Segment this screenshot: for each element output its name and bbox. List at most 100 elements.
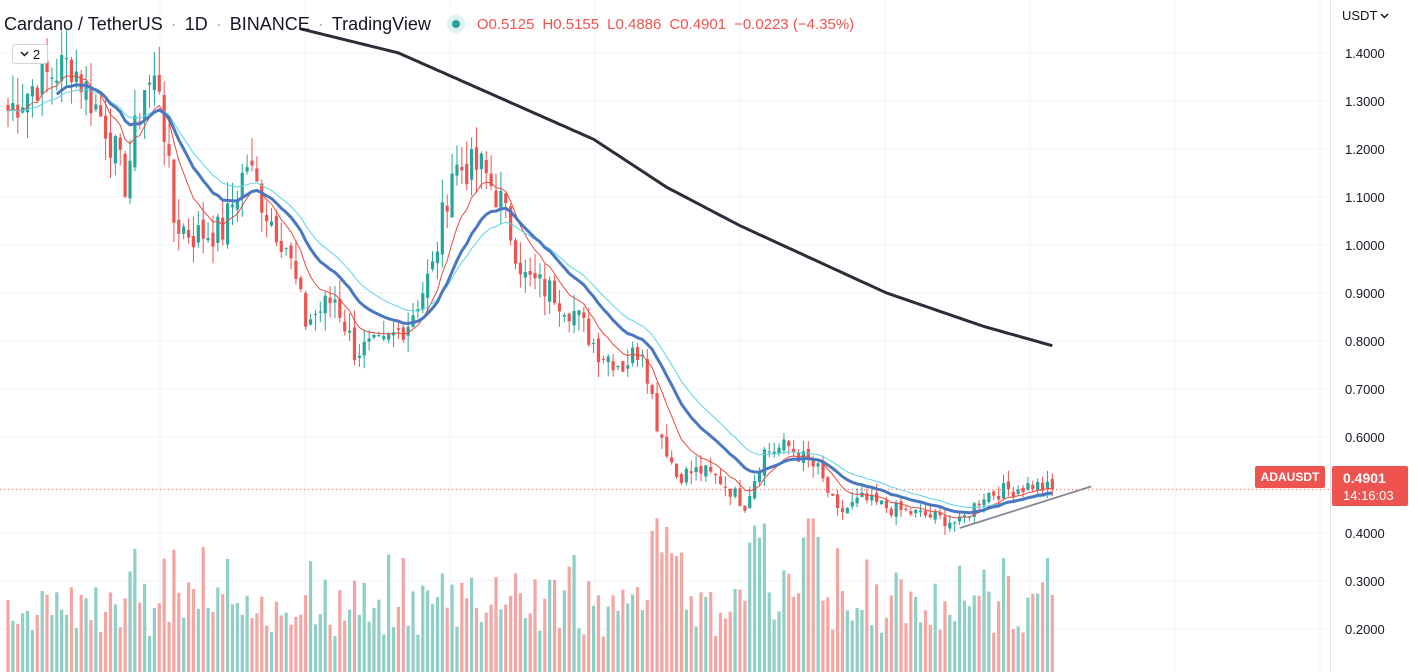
- candle-body: [69, 59, 74, 83]
- interval[interactable]: 1D: [184, 13, 208, 34]
- volume-bar: [1011, 628, 1015, 672]
- candle-body: [367, 338, 371, 342]
- candle-body: [348, 330, 352, 333]
- volume-bar: [55, 592, 59, 672]
- candle-body: [152, 75, 156, 91]
- candle-body: [938, 512, 942, 516]
- candle-body: [962, 515, 967, 518]
- candle-body: [777, 447, 781, 453]
- candle-body: [74, 71, 78, 82]
- volume-bar: [1016, 626, 1020, 672]
- indicator-count: 2: [32, 46, 41, 62]
- volume-bar: [665, 526, 669, 672]
- candle-body: [538, 274, 542, 279]
- volume-bar: [660, 552, 664, 672]
- ohlc-low: L0.4886: [607, 15, 662, 33]
- candle-body: [626, 365, 630, 369]
- candle-body: [772, 451, 776, 454]
- candle-body: [45, 60, 49, 73]
- volume-bar: [972, 595, 976, 672]
- volume-bar: [904, 623, 908, 672]
- volume-bar: [762, 523, 766, 672]
- candle-body: [255, 168, 259, 182]
- price-tick-label: 0.8000: [1345, 334, 1385, 349]
- candle-body: [435, 251, 440, 264]
- volume-bar: [640, 610, 644, 672]
- candle-body: [596, 338, 601, 363]
- candle-body: [133, 115, 137, 168]
- candle-body: [582, 312, 586, 318]
- currency-select[interactable]: USDT: [1342, 8, 1389, 23]
- volume-bar: [684, 609, 688, 672]
- price-tick-label: 1.4000: [1345, 46, 1385, 61]
- volume-bar: [1001, 558, 1006, 672]
- candle-body: [186, 229, 191, 238]
- price-tick-label: 1.3000: [1345, 94, 1385, 109]
- candle-body: [274, 216, 278, 243]
- currency-label: USDT: [1342, 8, 1378, 23]
- candle-body: [899, 501, 903, 510]
- trend-line: [959, 485, 1092, 529]
- candle-body: [743, 505, 747, 511]
- candle-body: [904, 508, 908, 510]
- volume-bar: [284, 612, 288, 672]
- candle-body: [792, 448, 796, 453]
- candle-body: [157, 74, 161, 92]
- volume-bar: [387, 554, 391, 672]
- candle-body: [426, 273, 430, 298]
- volume-bar: [118, 627, 122, 672]
- volume-bar: [635, 587, 640, 672]
- candle-body: [1006, 481, 1010, 490]
- candle-body: [928, 514, 932, 518]
- price-tick-label: 0.1000: [1345, 670, 1385, 672]
- candle-body: [577, 310, 581, 316]
- volume-bar: [79, 594, 83, 672]
- candle-body: [953, 522, 957, 524]
- volume-bar: [362, 582, 366, 672]
- volume-bar: [655, 518, 659, 672]
- volume-bar: [587, 580, 591, 672]
- volume-bar: [6, 600, 10, 672]
- volume-bar: [318, 614, 322, 672]
- candle-body: [289, 245, 293, 259]
- candle-body: [455, 164, 459, 176]
- candle-body: [992, 491, 996, 496]
- volume-bar: [470, 577, 474, 672]
- candle-body: [304, 293, 308, 327]
- volume-bar: [894, 572, 898, 672]
- candle-body: [660, 434, 664, 438]
- candle-body: [889, 508, 893, 516]
- volume-bar: [460, 582, 464, 672]
- candle-body: [879, 500, 884, 505]
- candle-body: [587, 318, 591, 345]
- candle-body: [421, 293, 425, 310]
- candle-body: [64, 57, 69, 60]
- candle-body: [313, 313, 318, 315]
- candle-body: [621, 361, 625, 372]
- candle-body: [211, 232, 215, 247]
- candle-body: [50, 77, 54, 79]
- candle-body: [753, 481, 757, 499]
- volume-bar: [518, 593, 522, 672]
- volume-bar: [504, 604, 508, 672]
- volume-bar: [157, 603, 161, 672]
- volume-bar: [196, 608, 200, 672]
- volume-bar: [138, 602, 142, 672]
- candle-body: [465, 163, 469, 185]
- candle-body: [548, 280, 552, 302]
- candle-body: [977, 503, 981, 506]
- candle-body: [699, 465, 703, 474]
- volume-bar: [992, 632, 996, 672]
- ohlc-high: H0.5155: [542, 15, 600, 33]
- candle-body: [801, 451, 806, 463]
- volume-bar: [557, 627, 562, 672]
- volume-bar: [479, 621, 483, 672]
- candle-body: [460, 166, 464, 171]
- candle-body: [914, 509, 918, 514]
- volume-bar: [699, 592, 703, 672]
- indicators-toggle-button[interactable]: 2: [12, 44, 48, 64]
- pair-name[interactable]: Cardano / TetherUS: [4, 13, 163, 34]
- volume-bar: [265, 625, 269, 672]
- volume-bar: [592, 605, 596, 672]
